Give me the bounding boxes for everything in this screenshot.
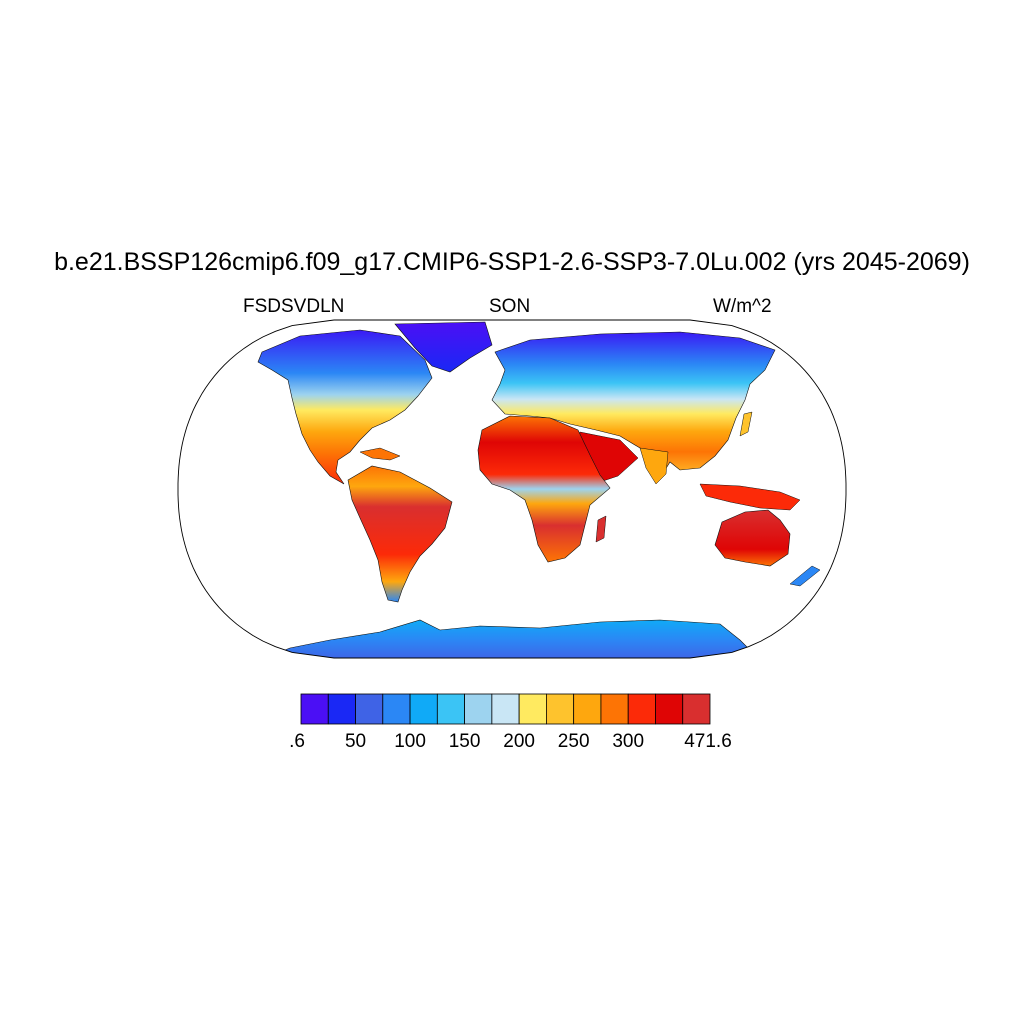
map-outline (177, 319, 847, 659)
colorbar-label: 471.6 (684, 731, 732, 752)
greenland-region (394, 321, 493, 373)
colorbar-label: 100 (394, 731, 426, 752)
colorbar-swatch (600, 693, 629, 725)
colorbar-swatch (655, 693, 684, 725)
units-label: W/m^2 (713, 296, 772, 317)
colorbar-label: .6 (289, 731, 305, 752)
colorbar-label: 250 (557, 731, 590, 752)
australia-region (714, 509, 791, 567)
new-zealand-region (789, 565, 821, 587)
caribbean-region (359, 447, 401, 461)
colorbar-swatch (327, 693, 356, 725)
south-america-region (347, 465, 453, 603)
colorbar-swatch (436, 693, 466, 725)
southeast-asia-region (699, 483, 801, 511)
variable-label: FSDSVDLN (243, 296, 345, 317)
north-america-region (257, 329, 433, 485)
colorbar-swatch (682, 693, 711, 725)
colorbar-swatch (518, 693, 547, 725)
season-label: SON (489, 296, 531, 317)
colorbar-swatch (491, 693, 520, 725)
colorbar-swatch (409, 693, 438, 725)
colorbar-swatch (573, 693, 602, 725)
colorbar-swatch (546, 693, 575, 725)
plot-title: b.e21.BSSP126cmip6.f09_g17.CMIP6-SSP1-2.… (54, 248, 970, 276)
madagascar-region (595, 515, 607, 543)
colorbar-label: 300 (612, 731, 645, 752)
eurasia-region (491, 331, 776, 479)
africa-region (477, 415, 611, 563)
colorbar-swatch (300, 693, 329, 725)
colorbar-swatch (382, 693, 411, 725)
japan-region (739, 411, 753, 437)
colorbar-swatch (627, 693, 656, 725)
colorbar-swatch (464, 693, 493, 725)
colorbar-label: 50 (344, 731, 367, 752)
colorbar-label: 150 (448, 731, 481, 752)
india-region (639, 447, 669, 485)
colorbar-label: 200 (503, 731, 535, 752)
colorbar-swatch (355, 693, 384, 725)
